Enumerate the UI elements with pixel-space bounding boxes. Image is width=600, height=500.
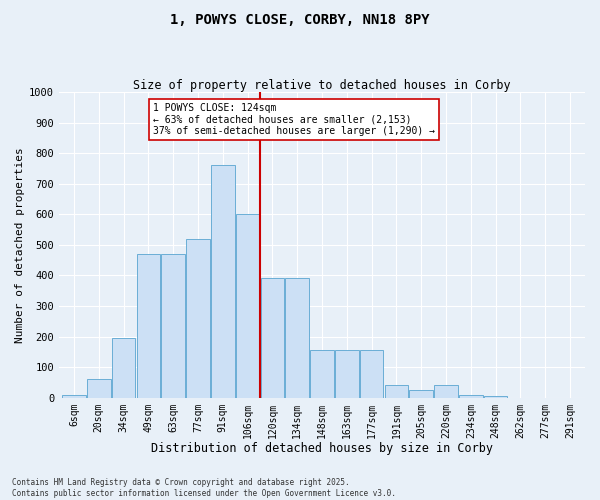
Text: 1 POWYS CLOSE: 124sqm
← 63% of detached houses are smaller (2,153)
37% of semi-d: 1 POWYS CLOSE: 124sqm ← 63% of detached … [154,102,436,136]
Text: Contains HM Land Registry data © Crown copyright and database right 2025.
Contai: Contains HM Land Registry data © Crown c… [12,478,396,498]
Bar [161,254,185,398]
Bar [484,396,508,398]
Bar [211,166,235,398]
Bar [112,338,136,398]
Bar [335,350,359,398]
Bar [434,386,458,398]
Bar [62,394,86,398]
Bar [459,394,482,398]
Title: Size of property relative to detached houses in Corby: Size of property relative to detached ho… [133,79,511,92]
Bar [236,214,259,398]
Y-axis label: Number of detached properties: Number of detached properties [15,147,25,342]
Bar [260,278,284,398]
Bar [87,380,110,398]
Bar [360,350,383,398]
Bar [409,390,433,398]
X-axis label: Distribution of detached houses by size in Corby: Distribution of detached houses by size … [151,442,493,455]
Bar [310,350,334,398]
Bar [385,386,408,398]
Bar [186,238,210,398]
Bar [137,254,160,398]
Bar [286,278,309,398]
Text: 1, POWYS CLOSE, CORBY, NN18 8PY: 1, POWYS CLOSE, CORBY, NN18 8PY [170,12,430,26]
